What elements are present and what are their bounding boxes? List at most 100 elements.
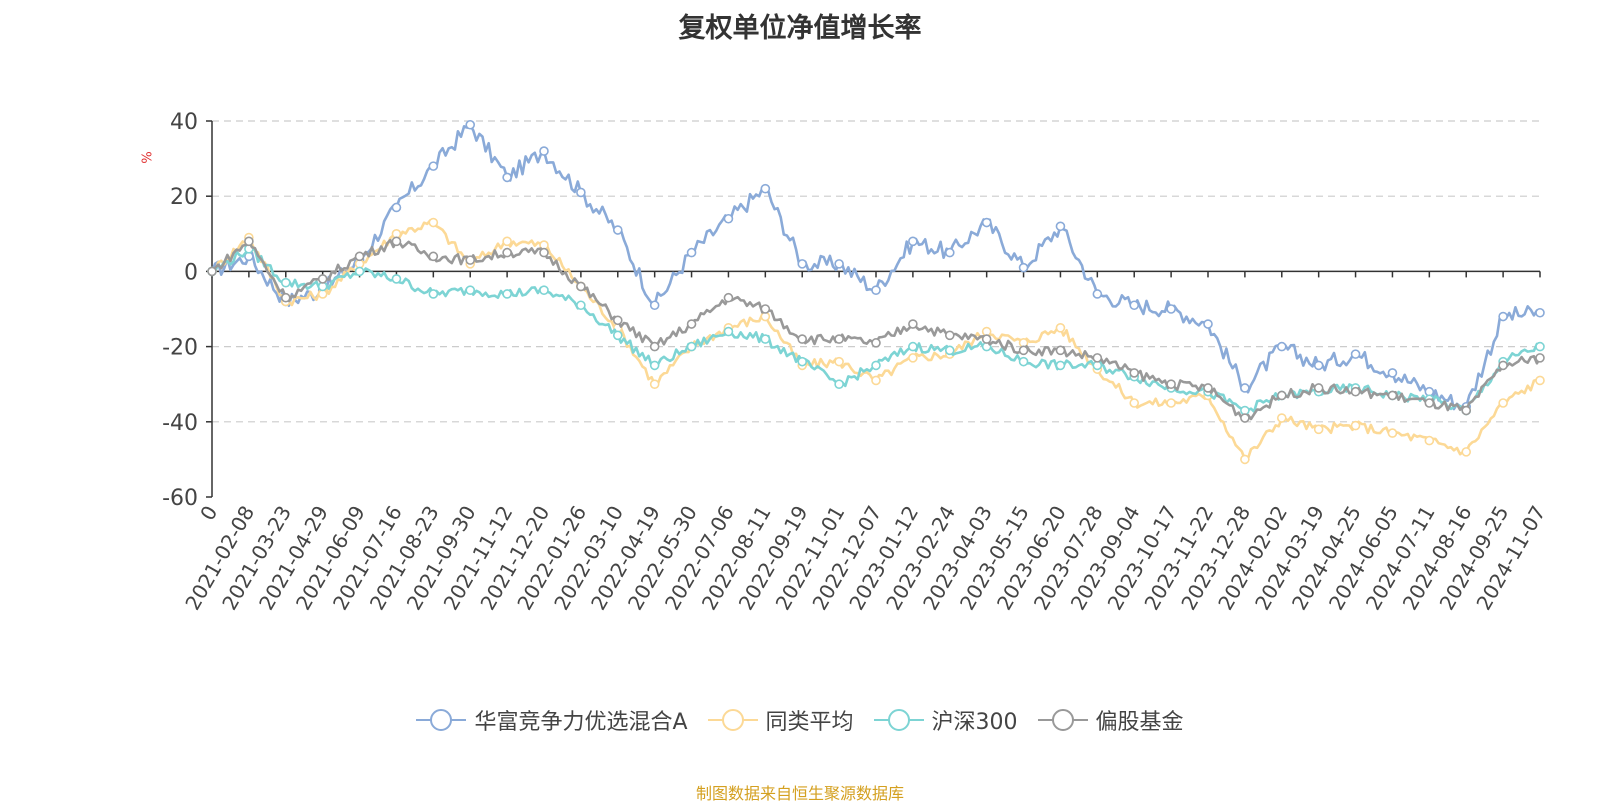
legend-line-circle-icon bbox=[873, 709, 924, 731]
y-tick-label: -60 bbox=[162, 486, 198, 511]
legend-line-circle-icon bbox=[707, 709, 758, 731]
data-point bbox=[1018, 262, 1029, 273]
data-point bbox=[502, 247, 512, 258]
data-point bbox=[649, 341, 660, 352]
data-point bbox=[428, 289, 439, 299]
data-point bbox=[760, 334, 771, 344]
data-point bbox=[981, 334, 992, 344]
legend-line-circle-icon bbox=[416, 709, 467, 731]
data-point bbox=[244, 236, 254, 247]
data-point bbox=[1055, 345, 1066, 356]
legend-label: 同类平均 bbox=[765, 710, 854, 735]
data-point bbox=[391, 202, 402, 213]
data-point bbox=[760, 183, 771, 194]
y-tick-label: 20 bbox=[170, 185, 198, 210]
data-point bbox=[944, 345, 955, 356]
data-point bbox=[1166, 304, 1176, 314]
data-point bbox=[723, 326, 734, 337]
data-point bbox=[686, 341, 697, 352]
data-point bbox=[834, 379, 844, 390]
data-point bbox=[1276, 390, 1287, 401]
data-point bbox=[1535, 341, 1545, 352]
data-point bbox=[576, 300, 586, 311]
data-point bbox=[1203, 319, 1213, 329]
data-point bbox=[354, 266, 365, 277]
data-point bbox=[1535, 353, 1545, 363]
data-point bbox=[1350, 420, 1361, 431]
data-point bbox=[1461, 447, 1472, 457]
series-line-3 bbox=[211, 238, 1542, 421]
data-point bbox=[723, 292, 734, 303]
data-point bbox=[428, 161, 439, 171]
data-point bbox=[576, 187, 586, 198]
legend-item[interactable]: 华富竞争力优选混合A bbox=[416, 704, 688, 736]
legend-item[interactable]: 偏股基金 bbox=[1037, 704, 1184, 736]
data-point bbox=[797, 259, 808, 269]
data-point bbox=[871, 338, 881, 348]
data-point bbox=[1018, 356, 1029, 367]
data-point bbox=[797, 334, 808, 344]
legend-label: 偏股基金 bbox=[1095, 710, 1184, 735]
y-tick-label: -40 bbox=[162, 411, 198, 436]
data-point bbox=[1424, 435, 1435, 446]
data-point bbox=[1313, 383, 1324, 393]
data-point bbox=[908, 341, 918, 352]
data-point bbox=[1166, 398, 1176, 408]
data-point bbox=[539, 285, 549, 296]
legend-label: 华富竞争力优选混合A bbox=[474, 710, 688, 735]
data-point bbox=[944, 247, 955, 258]
data-point bbox=[1313, 360, 1324, 371]
data-point bbox=[981, 217, 992, 228]
data-point bbox=[428, 251, 439, 262]
data-point bbox=[649, 300, 660, 311]
data-point bbox=[1129, 398, 1140, 408]
data-point bbox=[908, 236, 918, 247]
legend-item[interactable]: 同类平均 bbox=[707, 704, 854, 736]
data-point bbox=[502, 289, 512, 299]
data-point bbox=[1166, 379, 1176, 390]
data-point bbox=[1129, 368, 1140, 378]
data-point bbox=[944, 330, 955, 341]
data-point bbox=[1350, 386, 1361, 397]
data-point bbox=[539, 247, 549, 258]
data-point bbox=[1350, 349, 1361, 359]
y-tick-label: 40 bbox=[170, 110, 198, 135]
data-point bbox=[723, 213, 734, 224]
data-point bbox=[391, 274, 402, 284]
data-point bbox=[1092, 289, 1103, 299]
chart-title: 复权单位净值增长率 bbox=[678, 13, 922, 44]
data-point bbox=[1387, 428, 1398, 438]
data-point bbox=[797, 356, 808, 367]
data-point bbox=[871, 360, 881, 371]
data-point bbox=[908, 319, 918, 329]
data-point bbox=[1240, 413, 1250, 423]
data-point bbox=[1240, 454, 1250, 465]
data-point bbox=[1498, 398, 1508, 408]
data-point bbox=[1092, 353, 1103, 363]
data-point bbox=[1424, 398, 1435, 408]
data-point bbox=[686, 319, 697, 329]
data-point bbox=[1498, 360, 1508, 371]
data-point bbox=[1276, 413, 1287, 423]
data-point bbox=[465, 255, 476, 265]
data-point bbox=[1055, 322, 1066, 333]
data-point bbox=[1055, 360, 1066, 371]
y-tick-label: 0 bbox=[184, 260, 198, 285]
data-point bbox=[1240, 383, 1250, 393]
data-point bbox=[1387, 390, 1398, 401]
data-point bbox=[428, 217, 439, 228]
data-point bbox=[354, 251, 365, 262]
legend-line-circle-icon bbox=[1037, 709, 1088, 731]
legend-label: 沪深300 bbox=[931, 710, 1018, 735]
data-point bbox=[612, 315, 623, 326]
legend-item[interactable]: 沪深300 bbox=[873, 704, 1018, 736]
data-point bbox=[576, 281, 586, 292]
data-point bbox=[649, 379, 660, 390]
x-tick-label: 0 bbox=[195, 502, 222, 525]
data-point bbox=[1535, 307, 1545, 318]
y-tick-label: -20 bbox=[162, 336, 198, 361]
data-point bbox=[834, 259, 844, 269]
data-point bbox=[834, 334, 844, 344]
data-point bbox=[1055, 221, 1066, 232]
